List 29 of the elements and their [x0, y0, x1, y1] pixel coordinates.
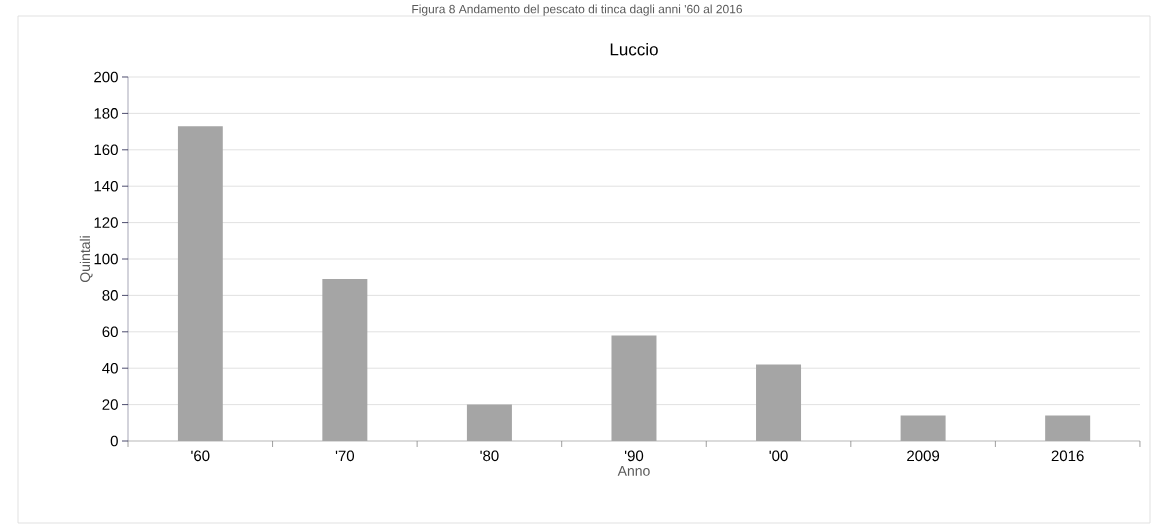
bar [1045, 415, 1091, 441]
y-tick-label: 180 [94, 108, 118, 119]
text: Figura 8 Andamento del pescato di tinca dagli anni '60 al 2016 [412, 4, 743, 16]
x-tick-label: '80 [480, 450, 499, 462]
y-tick-label: 40 [102, 362, 118, 374]
x-tick-label: '70 [335, 450, 355, 462]
y-tick-label: 0 [110, 435, 118, 447]
x-tick-label: '60 [191, 450, 210, 462]
y-tick-label: 20 [102, 399, 118, 410]
y-tick-label: 140 [94, 180, 118, 192]
y-axis-title: Quintali [79, 236, 93, 283]
bar [177, 126, 223, 441]
x-tick-label: '90 [624, 450, 644, 462]
x-axis-title: Anno [617, 466, 650, 476]
y-tick-label: 120 [94, 217, 118, 228]
y-tick-label: 80 [102, 290, 118, 301]
bar [322, 279, 368, 441]
x-tick-label: 2009 [907, 450, 940, 462]
chart-title: Luccio [610, 42, 658, 56]
x-tick-label: 2016 [1051, 450, 1084, 462]
x-tick-label: '00 [769, 450, 788, 462]
bar [756, 364, 802, 441]
y-tick-label: 60 [102, 326, 118, 338]
bar [900, 415, 946, 441]
y-tick-label: 200 [94, 71, 118, 83]
y-tick-label: 160 [94, 144, 118, 156]
bar [466, 404, 512, 441]
bar [611, 335, 657, 441]
y-tick-label: 100 [94, 253, 118, 265]
